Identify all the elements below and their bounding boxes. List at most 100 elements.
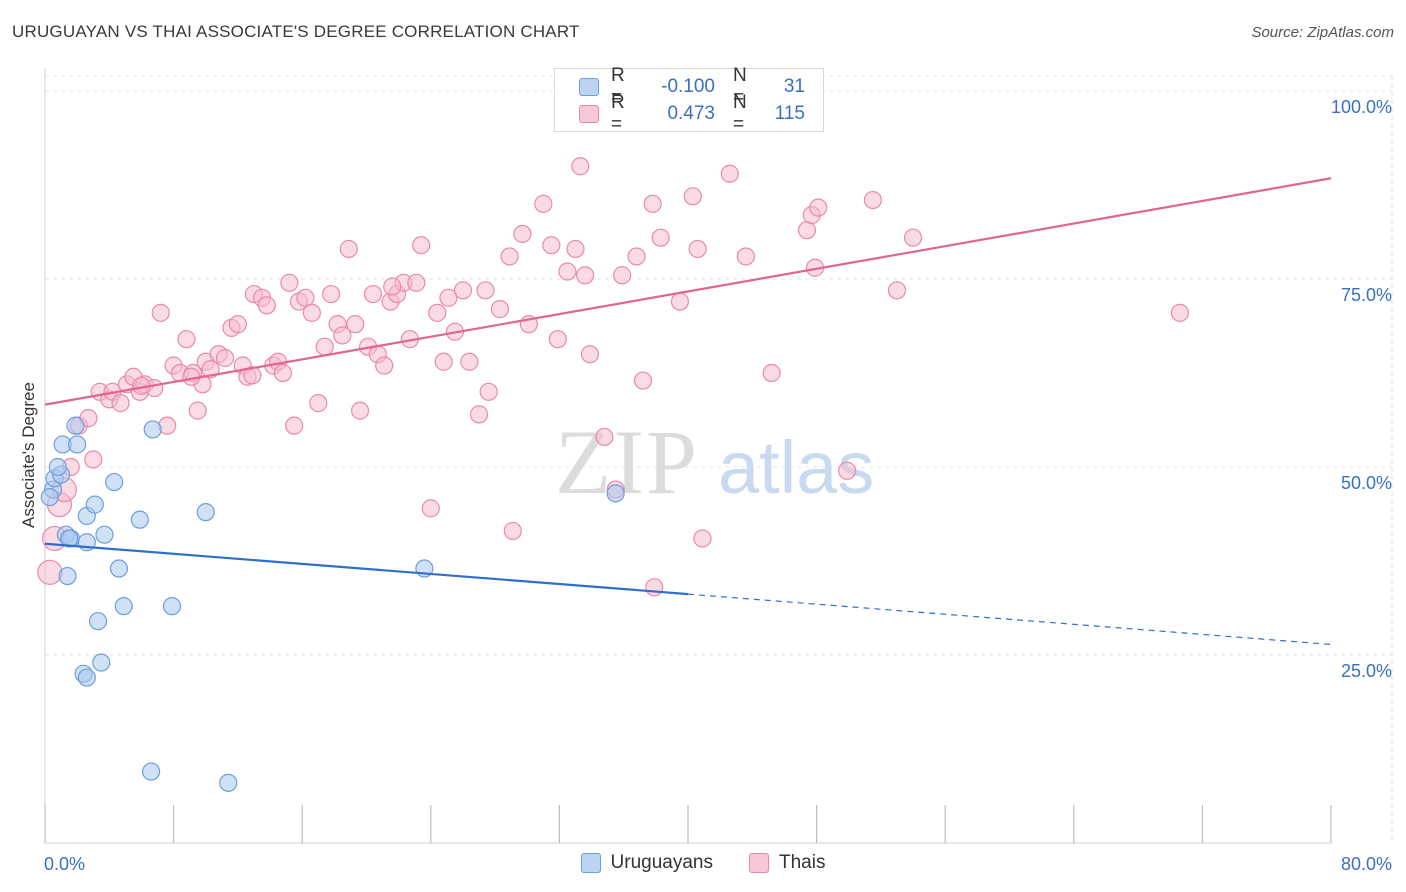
y-tick-label: 100.0% [1331,97,1392,117]
thai-point [809,198,828,217]
uruguayan-point [141,762,161,781]
thai-point [580,345,600,364]
thai-point [434,352,453,371]
thai-point [903,228,923,247]
uruguayan-point [58,566,77,586]
thai-point [490,300,510,319]
thai-point [683,187,702,206]
y-tick-label: 75.0% [1341,285,1392,305]
uruguayan-point [114,597,133,616]
uruguayan-point [68,435,87,454]
thai-point [688,239,707,259]
x-tick-label: 0.0% [44,854,85,874]
thai-point [188,401,207,420]
uruguayan-point [162,597,182,616]
thai-point [228,315,247,334]
thai-point [566,239,585,259]
uruguayan-point [48,457,67,477]
chart-title: URUGUAYAN VS THAI ASSOCIATE'S DEGREE COR… [12,22,580,41]
legend-row-uruguayans: R = -0.100 N = 31 [579,65,805,108]
thai-point [315,337,334,356]
thai-point [576,266,595,285]
thai-point [421,499,440,518]
thai-point [273,363,293,383]
legend-r-value: -0.100 [661,76,715,97]
legend-item-thais[interactable]: Thais [748,852,826,874]
thai-point [453,281,473,300]
uruguayans-points [40,416,625,792]
thai-point [479,382,498,401]
legend-label-uruguayans: Uruguayans [610,852,713,873]
thai-point [503,521,522,541]
legend-item-uruguayans[interactable]: Uruguayans [580,852,713,874]
thai-point [412,236,431,255]
thai-point [428,303,447,322]
thai-point [111,394,130,413]
thai-point [302,303,321,322]
thai-point [693,529,712,548]
uruguayan-point [95,525,114,544]
legend-swatch-blue [580,853,601,873]
thai-point [720,164,739,183]
uruguayan-point [88,612,108,631]
uruguayan-point [219,773,238,792]
thai-point [571,157,590,176]
axes [44,68,1332,844]
thai-point [548,330,567,349]
thai-point [309,394,328,413]
thai-point [627,247,646,266]
legend-n-label: N = [733,65,747,108]
thai-point [645,578,664,597]
thai-point [333,326,352,345]
thai-point [633,371,653,390]
legend-n-value: 31 [783,76,805,97]
thai-point [863,190,882,210]
x-tick-label: 80.0% [1341,854,1392,874]
thai-point [285,416,304,435]
thai-point [460,352,479,371]
uruguayans-trend-extension [687,593,1332,646]
thai-point [439,288,458,307]
thai-point [383,277,402,296]
legend-label-thais: Thais [778,852,826,873]
thai-point [280,273,299,292]
uruguayan-point [85,495,104,514]
thai-point [215,348,235,368]
thai-point [177,330,196,349]
thai-point [151,303,170,322]
thai-point [476,281,495,300]
thai-point [736,247,755,266]
thai-point [469,405,489,424]
uruguayan-point [130,510,149,529]
legend-swatch-pink [579,105,599,123]
legend-n-value: 115 [774,103,805,124]
legend-n-label: N = [733,92,747,135]
uruguayan-point [109,559,129,578]
legend-r-label: R = [611,65,625,108]
uruguayan-point [77,668,96,687]
uruguayan-point [92,653,111,672]
legend-swatch-blue [579,78,599,96]
thai-point [643,194,662,213]
thai-point [296,288,315,307]
stats-legend: R = -0.100 N = 31 R = 0.473 N = 115 [554,65,824,135]
thai-point [558,262,577,281]
thai-point [612,266,632,285]
thais-points [37,157,1189,597]
uruguayan-point [66,416,85,435]
thai-point [322,284,341,304]
thai-point [84,450,103,469]
y-tick-label: 50.0% [1341,473,1392,493]
thai-point [201,360,220,379]
thai-point [339,239,358,259]
thai-point [363,284,383,304]
thai-point [513,224,532,244]
uruguayan-point [60,529,79,548]
watermark-zip: ZIP [555,411,699,513]
thais-trend-line [44,177,1332,406]
thai-point [500,247,519,266]
legend-r-label: R = [611,92,625,135]
thai-point [651,228,670,247]
y-axis-label: Associate's Degree [19,382,38,528]
tick-labels: 25.0% 50.0% 75.0% 100.0% 0.0% 80.0% [44,97,1392,874]
